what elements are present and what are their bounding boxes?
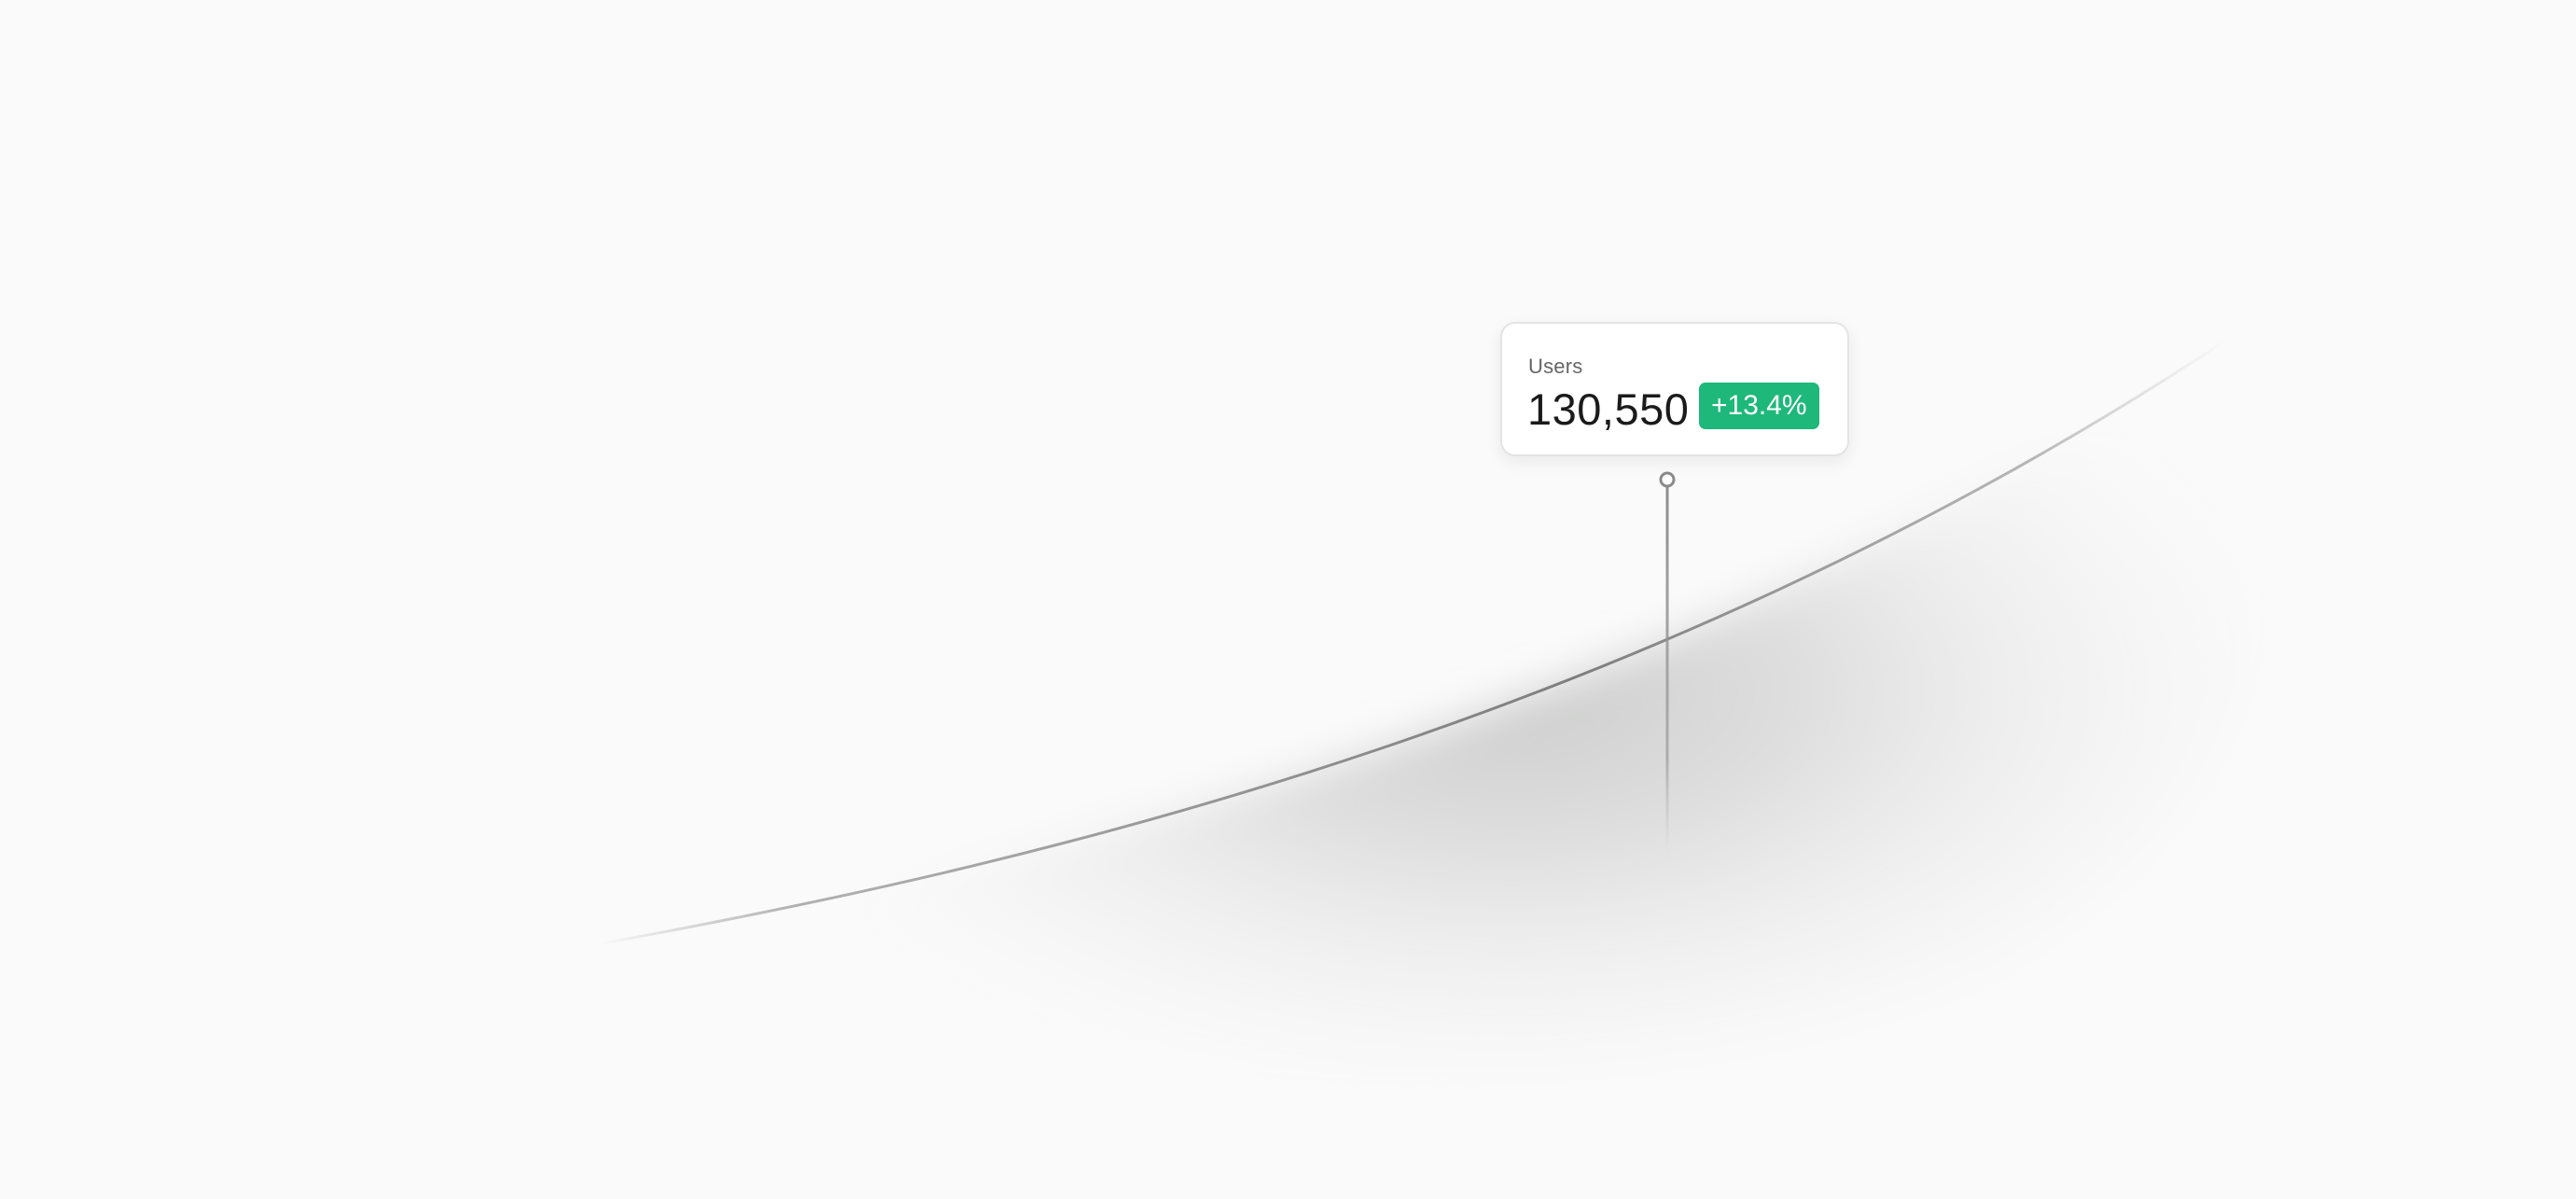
change-badge: +13.4%	[1699, 383, 1819, 429]
area-fill	[597, 338, 2282, 1084]
marker-dot[interactable]	[1659, 471, 1676, 488]
tooltip-label: Users	[1528, 355, 1583, 378]
tooltip-card: Users 130,550 +13.4%	[1500, 322, 1849, 456]
tooltip-value: 130,550	[1527, 384, 1690, 434]
series-line	[595, 336, 2232, 946]
